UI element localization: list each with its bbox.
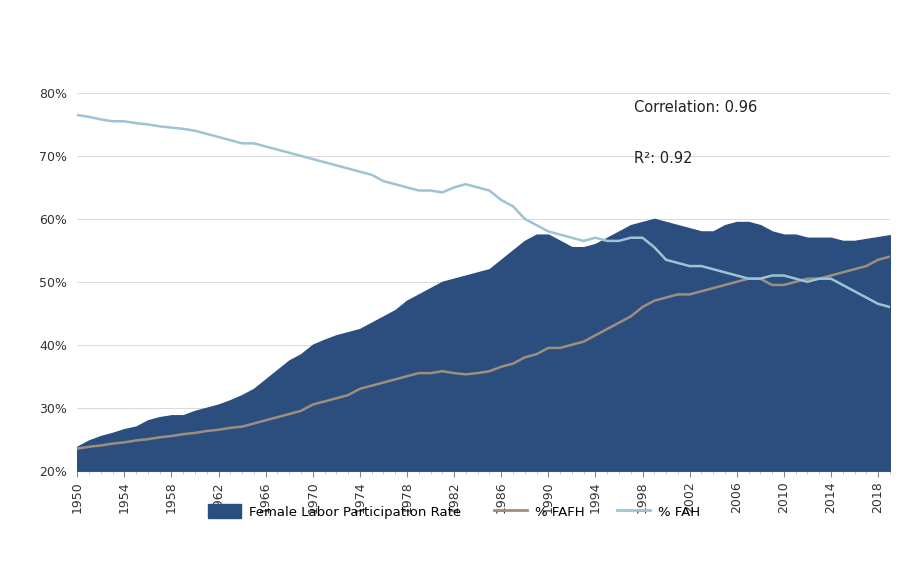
Text: Correlation: 0.96: Correlation: 0.96 <box>634 100 757 115</box>
Text: R²: 0.92: R²: 0.92 <box>634 150 693 166</box>
Legend: Female Labor Participation Rate, % FAFH, % FAH: Female Labor Participation Rate, % FAFH,… <box>202 499 706 524</box>
Text: Female Labor Participation Rate & % Share of Food Expenditures: Female Labor Participation Rate & % Shar… <box>110 25 798 44</box>
